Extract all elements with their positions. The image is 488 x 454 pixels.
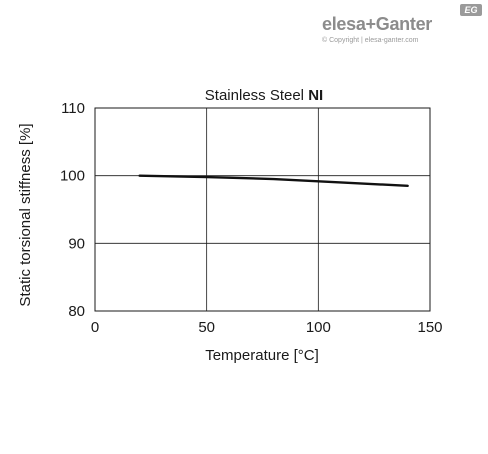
- chart-title-bold: NI: [308, 87, 323, 104]
- y-tick-label-0: 80: [68, 303, 85, 320]
- brand-logo: EG elesa+Ganter © Copyright | elesa-gant…: [318, 4, 486, 50]
- x-tick-label-1: 50: [198, 319, 215, 336]
- brand-name-part1: elesa: [322, 14, 366, 34]
- brand-plus: +: [365, 14, 377, 34]
- eg-badge: EG: [460, 4, 482, 16]
- series-group: [138, 174, 409, 188]
- y-tick-label-3: 110: [61, 100, 85, 117]
- x-tick-labels: 0 50 100 150: [91, 319, 443, 336]
- x-axis-title: Temperature [°C]: [205, 347, 319, 364]
- brand-name-part2: Ganter: [375, 14, 433, 34]
- y-tick-label-2: 100: [60, 168, 85, 185]
- y-tick-labels: 80 90 100 110: [60, 100, 85, 320]
- grid-lines: [95, 108, 430, 311]
- chart-title-prefix: Stainless Steel: [205, 87, 308, 104]
- x-tick-label-3: 150: [417, 319, 442, 336]
- copyright-text: © Copyright | elesa-ganter.com: [322, 37, 419, 44]
- plot-area-frame: [94, 107, 431, 312]
- chart-title: Stainless Steel NI: [205, 87, 323, 104]
- series-line-0: [138, 174, 409, 188]
- brand-name: elesa+Ganter: [322, 14, 432, 35]
- y-axis-title: Static torsional stiffness [%]: [17, 123, 34, 306]
- x-tick-label-0: 0: [91, 319, 99, 336]
- x-tick-label-2: 100: [306, 319, 331, 336]
- y-tick-label-1: 90: [68, 235, 85, 252]
